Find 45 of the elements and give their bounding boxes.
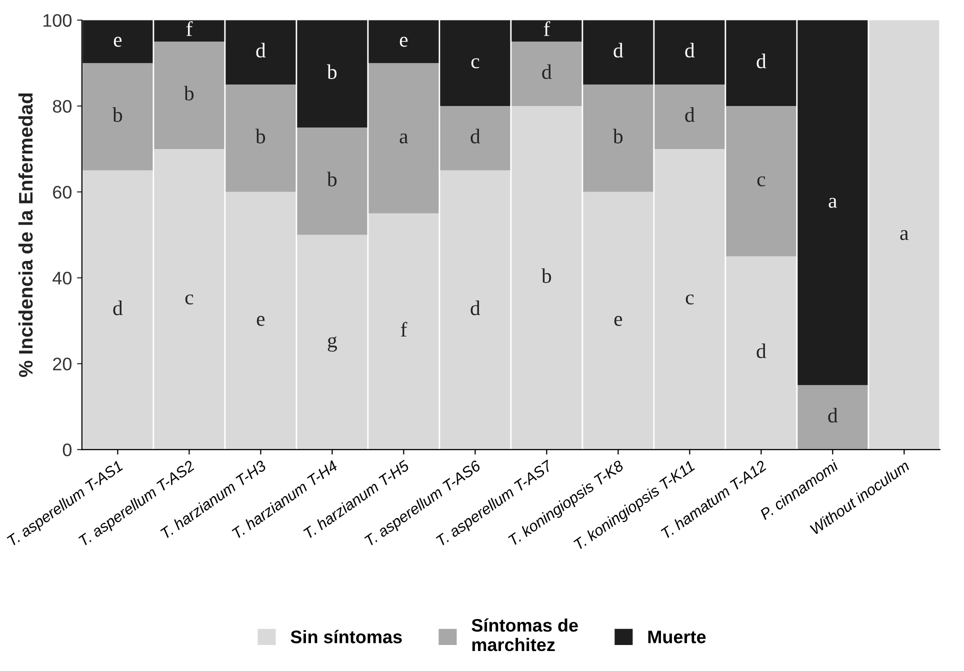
data-label: b bbox=[112, 107, 122, 122]
y-tick-label: 100 bbox=[43, 14, 72, 27]
data-label: a bbox=[900, 230, 908, 240]
data-label: f bbox=[544, 21, 550, 36]
data-label: g bbox=[328, 336, 337, 352]
data-label: d bbox=[614, 42, 624, 58]
data-label: d bbox=[470, 128, 480, 144]
data-label: e bbox=[614, 316, 622, 326]
data-label: d bbox=[828, 408, 838, 423]
data-label: b bbox=[184, 86, 194, 100]
data-label: b bbox=[326, 64, 337, 80]
data-label: b bbox=[612, 128, 623, 144]
y-axis-title: % Incidencia de la Enfermedad bbox=[18, 93, 33, 377]
legend-label: Muerte bbox=[648, 630, 706, 644]
data-label: d bbox=[470, 300, 480, 316]
data-label: d bbox=[685, 42, 695, 58]
y-tick-label: 20 bbox=[53, 358, 72, 370]
y-tick-label: 0 bbox=[62, 444, 72, 456]
data-label: e bbox=[256, 316, 265, 326]
data-label: c bbox=[686, 294, 694, 304]
data-label: c bbox=[471, 58, 480, 68]
data-label: b bbox=[255, 128, 266, 144]
data-label: d bbox=[542, 64, 552, 80]
data-label: d bbox=[685, 107, 695, 122]
data-label: b bbox=[541, 268, 552, 284]
data-label: f bbox=[400, 322, 408, 336]
data-label: d bbox=[756, 54, 766, 68]
y-tick-label: 60 bbox=[53, 186, 72, 199]
data-label: c bbox=[757, 176, 766, 186]
legend-label: Sin síntomas bbox=[290, 630, 402, 644]
data-label: d bbox=[756, 344, 766, 358]
data-label: c bbox=[185, 294, 194, 304]
bar bbox=[798, 385, 868, 450]
data-label: d bbox=[256, 42, 266, 58]
data-label: d bbox=[113, 300, 123, 316]
data-label: b bbox=[326, 172, 337, 186]
data-label: a bbox=[400, 133, 408, 144]
data-label: e bbox=[400, 36, 408, 47]
bar bbox=[869, 20, 940, 450]
data-label: a bbox=[828, 198, 837, 208]
y-tick-label: 40 bbox=[52, 272, 72, 285]
data-label: e bbox=[114, 36, 122, 47]
data-label: f bbox=[186, 21, 193, 36]
legend-label: Síntomas de marchitez bbox=[472, 618, 578, 652]
y-tick-label: 80 bbox=[52, 100, 72, 113]
